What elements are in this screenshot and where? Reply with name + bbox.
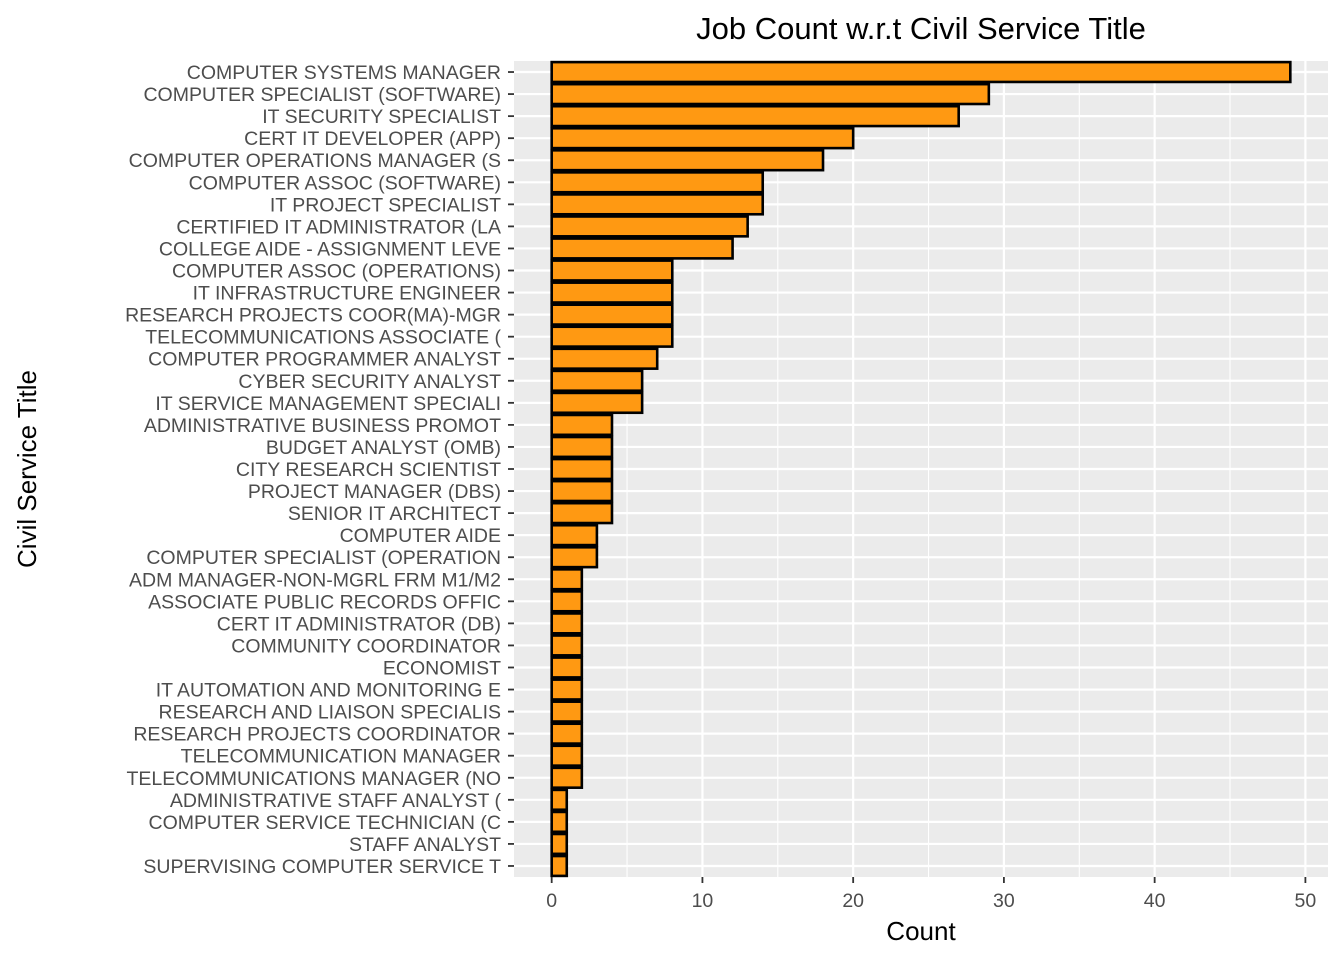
y-tick-label: SENIOR IT ARCHITECT — [288, 503, 501, 525]
y-tick-label: COMPUTER ASSOC (OPERATIONS) — [172, 261, 501, 283]
bar — [550, 523, 599, 547]
bar — [550, 612, 584, 635]
y-tick-label: COMPUTER SERVICE TECHNICIAN (C — [149, 812, 502, 834]
y-tick-label: CYBER SECURITY ANALYST — [238, 371, 501, 393]
bar — [550, 215, 749, 238]
y-tick-label: ADMINISTRATIVE BUSINESS PROMOT — [144, 415, 501, 437]
y-tick-label: CERT IT DEVELOPER (APP) — [244, 128, 501, 150]
x-tick-label: 30 — [993, 890, 1015, 912]
bar — [550, 259, 674, 282]
bar — [550, 325, 674, 348]
y-tick-label: PROJECT MANAGER (DBS) — [248, 481, 501, 503]
y-tick-label: RESEARCH PROJECTS COOR(MA)-MGR — [125, 305, 501, 327]
bar — [550, 149, 825, 172]
bar — [550, 104, 960, 128]
bar — [550, 126, 855, 150]
bar — [550, 590, 584, 613]
bar — [550, 634, 584, 657]
bar — [550, 391, 644, 415]
y-tick-label: IT SECURITY SPECIALIST — [262, 106, 501, 128]
y-tick-label: ECONOMIST — [383, 657, 501, 679]
bar — [550, 854, 569, 878]
y-tick-label: IT AUTOMATION AND MONITORING E — [156, 680, 501, 702]
bar — [550, 810, 569, 834]
y-tick-label: STAFF ANALYST — [349, 834, 501, 856]
bar — [550, 60, 1292, 84]
bar — [550, 656, 584, 679]
x-tick-label: 50 — [1295, 890, 1317, 912]
y-tick-label: BUDGET ANALYST (OMB) — [266, 437, 501, 459]
bar — [550, 568, 584, 591]
bar — [550, 413, 614, 437]
bar — [550, 678, 584, 701]
y-tick-label: ADMINISTRATIVE STAFF ANALYST ( — [170, 790, 502, 812]
bar — [550, 744, 584, 767]
y-axis-title: Civil Service Title — [12, 370, 42, 568]
x-axis: 0 10 20 30 40 50 — [546, 877, 1316, 912]
y-tick-label: COMPUTER ASSOC (SOFTWARE) — [189, 172, 501, 194]
bar — [550, 435, 614, 459]
bar — [550, 545, 599, 569]
bar — [550, 193, 765, 216]
y-tick-label: TELECOMMUNICATIONS MANAGER (NO — [127, 768, 502, 790]
bar — [550, 479, 614, 503]
bar — [550, 171, 765, 194]
bar — [550, 303, 674, 326]
bar — [550, 788, 569, 812]
y-tick-label: COMPUTER SPECIALIST (OPERATION — [146, 547, 501, 569]
bar — [550, 281, 674, 304]
y-tick-label: CITY RESEARCH SCIENTIST — [236, 459, 501, 481]
y-tick-label: COMPUTER PROGRAMMER ANALYST — [148, 349, 501, 371]
bar — [550, 501, 614, 525]
x-tick-label: 40 — [1144, 890, 1166, 912]
y-tick-label: IT INFRASTRUCTURE ENGINEER — [193, 283, 501, 305]
y-tick-label: COMPUTER SYSTEMS MANAGER — [187, 62, 501, 84]
y-tick-label: ASSOCIATE PUBLIC RECORDS OFFIC — [148, 591, 501, 613]
bar — [550, 832, 569, 856]
y-tick-label: ADM MANAGER-NON-MGRL FRM M1/M2 — [129, 569, 501, 591]
y-tick-label: RESEARCH AND LIAISON SPECIALIS — [159, 702, 501, 724]
y-tick-label: IT SERVICE MANAGEMENT SPECIALI — [155, 393, 501, 415]
y-tick-label: COMPUTER OPERATIONS MANAGER (S — [129, 150, 501, 172]
bar — [550, 722, 584, 745]
bar — [550, 237, 734, 260]
y-tick-label: RESEARCH PROJECTS COORDINATOR — [133, 724, 501, 746]
y-tick-label: TELECOMMUNICATION MANAGER — [181, 746, 501, 768]
bar — [550, 766, 584, 789]
x-tick-label: 10 — [692, 890, 714, 912]
y-tick-label: TELECOMMUNICATIONS ASSOCIATE ( — [145, 327, 501, 349]
chart-title: Job Count w.r.t Civil Service Title — [696, 11, 1146, 46]
y-tick-label: SUPERVISING COMPUTER SERVICE T — [143, 856, 501, 878]
y-tick-label: COMMUNITY COORDINATOR — [231, 635, 501, 657]
bars — [550, 60, 1292, 878]
x-tick-label: 20 — [842, 890, 864, 912]
y-tick-label: CERT IT ADMINISTRATOR (DB) — [217, 613, 501, 635]
x-tick-label: 0 — [546, 890, 557, 912]
x-axis-title: Count — [886, 916, 956, 946]
y-tick-label: COMPUTER AIDE — [340, 525, 501, 547]
bar — [550, 369, 644, 393]
y-tick-label: CERTIFIED IT ADMINISTRATOR (LA — [176, 216, 501, 238]
bar — [550, 347, 659, 370]
y-tick-label: IT PROJECT SPECIALIST — [270, 194, 501, 216]
major-grid-lines — [514, 61, 1328, 877]
y-tick-label: COMPUTER SPECIALIST (SOFTWARE) — [143, 84, 501, 106]
y-tick-label: COLLEGE AIDE - ASSIGNMENT LEVE — [159, 238, 501, 260]
bar — [550, 82, 991, 106]
bar — [550, 457, 614, 481]
bar — [550, 700, 584, 723]
